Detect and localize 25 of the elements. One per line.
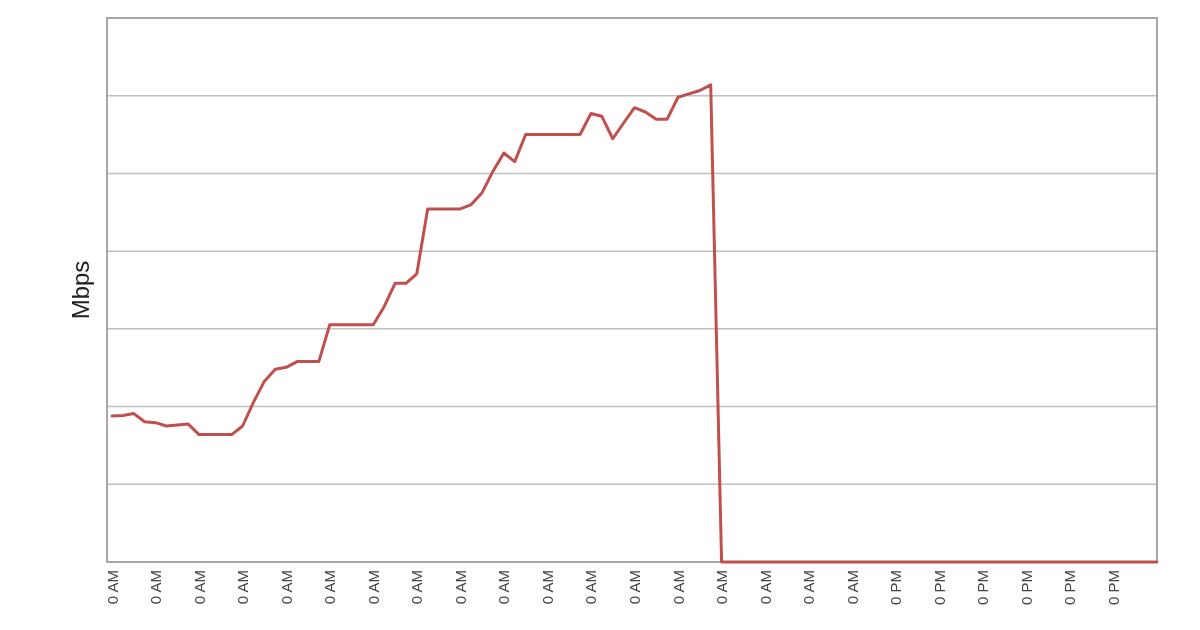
x-tick-label: 0 AM [103, 570, 121, 605]
x-tick-label: 0 AM [495, 570, 513, 605]
x-tick-label: 0 PM [1061, 570, 1079, 606]
x-tick-label: 0 AM [190, 570, 208, 605]
x-tick-label: 0 AM [713, 570, 731, 605]
x-tick-label: 0 AM [147, 570, 165, 605]
x-tick-label: 0 AM [582, 570, 600, 605]
y-axis-title: Mbps [67, 260, 94, 320]
x-tick-label: 0 AM [277, 570, 295, 605]
x-tick-label: 0 AM [669, 570, 687, 605]
x-tick-label: 0 PM [930, 570, 948, 606]
x-tick-label: 0 PM [887, 570, 905, 606]
x-tick-label: 0 AM [538, 570, 556, 605]
x-tick-label: 0 AM [626, 570, 643, 605]
x-tick-label: 0 AM [234, 570, 252, 605]
x-tick-label: 0 AM [408, 570, 426, 605]
x-tick-label: 0 AM [321, 570, 339, 605]
x-tick-label: 0 PM [974, 570, 992, 606]
x-tick-label: 0 PM [1104, 570, 1122, 606]
x-tick-label: 0 AM [800, 570, 818, 605]
x-tick-label: 0 AM [364, 570, 382, 605]
x-tick-label: 0 AM [843, 570, 861, 605]
x-tick-label: 0 PM [1017, 570, 1035, 606]
x-tick-label: 0 AM [756, 570, 774, 605]
x-tick-label: 0 AM [451, 570, 469, 605]
